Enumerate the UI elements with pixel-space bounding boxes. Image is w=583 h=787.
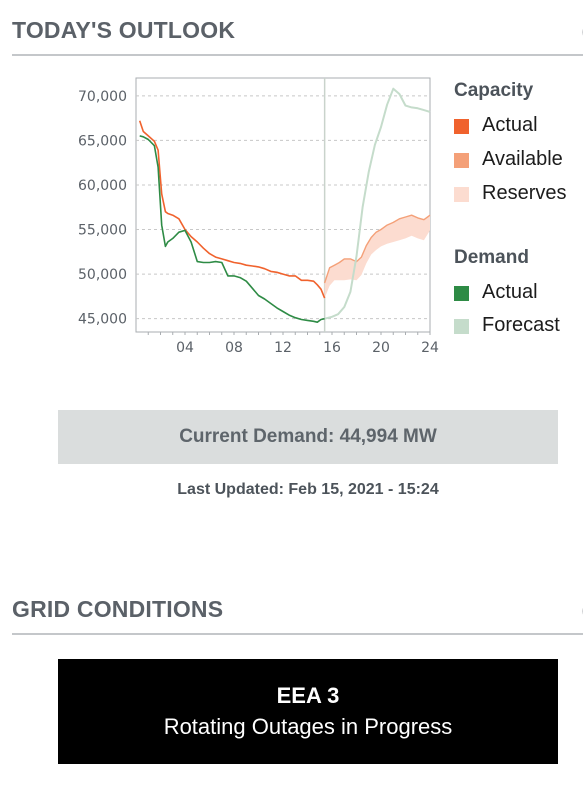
collapse-toggle-icon[interactable]: ( [582, 18, 583, 44]
demand-actual-line [139, 135, 325, 323]
legend-demand-heading: Demand [454, 247, 529, 268]
y-tick-label: 65,000 [78, 133, 127, 149]
grid-status-message: Rotating Outages in Progress [163, 714, 453, 739]
emergency-level: EEA 3 [276, 683, 340, 708]
legend-swatch-capacity-reserves [454, 187, 469, 202]
outlook-section-divider [12, 54, 583, 56]
grid-section-title: GRID CONDITIONS [12, 596, 224, 622]
legend-label: Actual [482, 114, 538, 136]
reserves-band [324, 215, 430, 299]
x-tick-label: 24 [421, 340, 439, 356]
legend-swatch-capacity-actual [454, 119, 469, 134]
x-tick-label: 12 [274, 340, 292, 356]
y-tick-label: 45,000 [78, 312, 127, 328]
demand-capacity-chart: 45,000 50,000 55,000 60,000 65,000 70,000 04 08… [78, 77, 439, 356]
last-updated-text: Last Updated: Feb 15, 2021 - 15:24 [177, 481, 439, 498]
capacity-actual-line [138, 120, 326, 299]
y-tick-label: 70,000 [78, 89, 127, 105]
capacity-available-line [323, 214, 431, 284]
legend-label: Forecast [482, 314, 560, 336]
current-demand-banner: Current Demand: 44,994 MW [58, 410, 558, 464]
x-tick-label: 04 [176, 340, 194, 356]
y-tick-label: 55,000 [78, 223, 127, 239]
legend-swatch-demand-actual [454, 286, 469, 301]
outlook-section-title: TODAY'S OUTLOOK [12, 17, 236, 43]
x-tick-label: 16 [323, 340, 341, 356]
legend-label: Actual [482, 281, 538, 303]
outlook-chart: 45,000 50,000 55,000 60,000 65,000 70,000 04 08… [0, 70, 583, 370]
plot-frame [135, 77, 431, 333]
y-tick-label: 60,000 [78, 178, 127, 194]
legend-capacity-heading: Capacity [454, 80, 534, 101]
legend-swatch-capacity-available [454, 153, 469, 168]
grid-conditions-banner: EEA 3 Rotating Outages in Progress [58, 659, 558, 764]
y-tick-label: 50,000 [78, 267, 127, 283]
grid-section-divider [12, 633, 583, 635]
demand-forecast-line [324, 87, 431, 320]
collapse-toggle-icon[interactable]: ( [582, 597, 583, 623]
x-tick-label: 20 [372, 340, 390, 356]
legend-swatch-demand-forecast [454, 319, 469, 334]
current-demand-text: Current Demand: 44,994 MW [179, 426, 437, 447]
legend-label: Available [482, 148, 563, 170]
x-tick-label: 08 [225, 340, 243, 356]
legend-label: Reserves [482, 182, 567, 204]
